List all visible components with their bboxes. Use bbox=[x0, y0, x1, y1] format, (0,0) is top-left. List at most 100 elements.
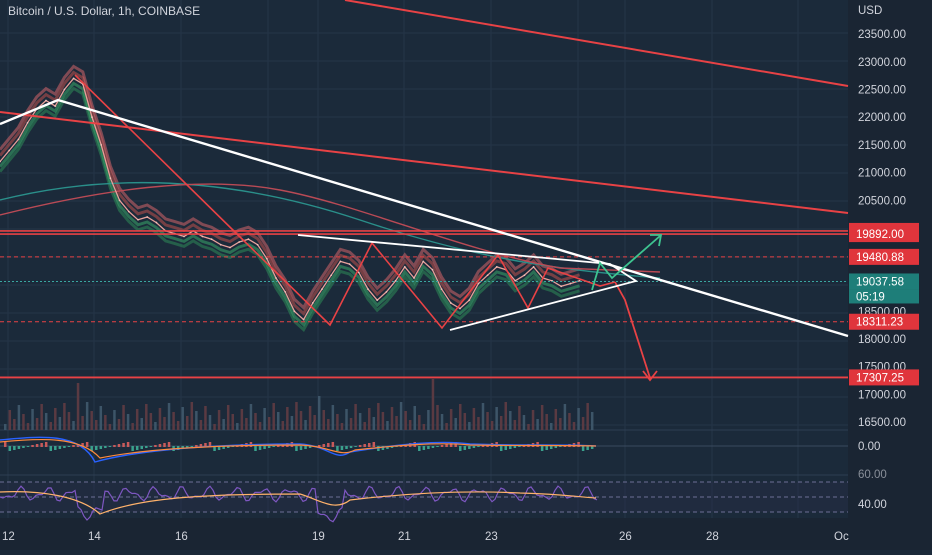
volume-bar bbox=[386, 421, 389, 430]
macd-histogram-bar bbox=[135, 446, 139, 450]
macd-histogram-bar bbox=[85, 442, 89, 447]
volume-bar bbox=[90, 411, 93, 430]
macd-histogram-bar bbox=[122, 443, 125, 447]
volume-bar bbox=[363, 422, 366, 430]
price-point bbox=[247, 238, 250, 241]
volume-bar bbox=[263, 408, 266, 430]
volume-bar bbox=[222, 419, 225, 430]
volume-bar bbox=[281, 421, 285, 430]
price-point bbox=[201, 235, 204, 238]
macd-histogram-bar bbox=[208, 442, 212, 447]
volume-bar bbox=[95, 420, 98, 430]
macd-histogram-bar bbox=[104, 446, 107, 448]
volume-bar bbox=[154, 422, 157, 430]
price-point bbox=[321, 288, 323, 290]
trendline-red-top bbox=[344, 0, 849, 87]
volume-bar bbox=[44, 413, 48, 430]
macd-histogram-bar bbox=[63, 446, 66, 448]
volume-bar bbox=[63, 403, 66, 430]
trendline-red-mid bbox=[0, 111, 849, 214]
time-tick-label: 14 bbox=[88, 531, 101, 543]
ma-ribbon-1 bbox=[0, 81, 581, 327]
macd-histogram-bar bbox=[368, 443, 371, 447]
macd-histogram-bar bbox=[126, 442, 130, 447]
price-point bbox=[229, 246, 231, 249]
macd-histogram-bar bbox=[336, 446, 339, 451]
volume-bar bbox=[345, 409, 348, 430]
currency-label: USD bbox=[858, 5, 882, 17]
volume-bar bbox=[504, 402, 507, 430]
volume-bar bbox=[145, 404, 148, 430]
volume-bar bbox=[181, 407, 184, 430]
price-point bbox=[155, 221, 158, 224]
macd-histogram-bar bbox=[513, 446, 517, 448]
macd-histogram-bar bbox=[58, 446, 62, 449]
volume-bar bbox=[190, 402, 194, 430]
price-point bbox=[45, 99, 47, 102]
volume-bar bbox=[331, 405, 335, 430]
macd-histogram-bar bbox=[577, 442, 580, 447]
volume-bar bbox=[308, 406, 312, 430]
volume-bar bbox=[486, 412, 489, 430]
volume-bar bbox=[122, 405, 125, 430]
volume-bar bbox=[527, 424, 530, 430]
price-point bbox=[72, 77, 75, 80]
volume-bar bbox=[481, 403, 485, 430]
volume-bar bbox=[586, 403, 589, 430]
volume-bar bbox=[336, 414, 339, 430]
price-badge-red bbox=[849, 248, 919, 265]
macd-histogram-bar bbox=[54, 446, 57, 450]
time-tick-label: 16 bbox=[175, 531, 188, 543]
macd-histogram-bar bbox=[459, 446, 462, 451]
macd-histogram-bar bbox=[213, 446, 216, 451]
macd-histogram-bar bbox=[158, 444, 162, 447]
ma-ribbon-0 bbox=[0, 86, 581, 332]
volume-bar bbox=[240, 409, 244, 430]
price-point bbox=[210, 238, 213, 241]
macd-histogram-bar bbox=[108, 446, 112, 447]
volume-bar bbox=[477, 417, 480, 430]
macd-histogram-bar bbox=[72, 445, 75, 447]
price-point bbox=[339, 260, 342, 263]
volume-bar bbox=[490, 421, 494, 430]
macd-histogram-bar bbox=[472, 446, 476, 448]
bullish-arrowhead bbox=[650, 234, 663, 247]
volume-bar bbox=[217, 410, 221, 430]
macd-histogram-bar bbox=[550, 446, 553, 449]
macd-histogram-bar bbox=[204, 443, 207, 447]
macd-histogram-bar bbox=[509, 446, 512, 449]
volume-bar bbox=[581, 417, 585, 430]
volume-bar bbox=[76, 383, 80, 430]
macd-histogram-bar bbox=[149, 446, 153, 447]
macd-histogram-bar bbox=[554, 446, 558, 448]
macd-histogram-bar bbox=[349, 446, 353, 448]
volume-bar bbox=[290, 416, 294, 430]
volume-bar bbox=[113, 410, 116, 430]
macd-histogram-bar bbox=[49, 446, 52, 451]
rsi-ma-line bbox=[0, 491, 597, 515]
macd-histogram-bar bbox=[163, 443, 166, 447]
price-point bbox=[367, 288, 369, 290]
volume-bar bbox=[418, 415, 421, 430]
macd-histogram-bar bbox=[226, 446, 230, 448]
volume-bar bbox=[304, 420, 307, 430]
volume-bar bbox=[40, 404, 43, 430]
volume-bar bbox=[126, 414, 130, 430]
volume-bar bbox=[536, 419, 539, 430]
volume-bar bbox=[459, 404, 462, 430]
price-point bbox=[357, 271, 360, 274]
macd-tick-label: 0.00 bbox=[858, 441, 880, 453]
macd-histogram-bar bbox=[545, 446, 548, 450]
macd-histogram-bar bbox=[167, 442, 171, 447]
volume-bar bbox=[422, 424, 426, 430]
macd-histogram-bar bbox=[381, 446, 385, 450]
price-point bbox=[477, 282, 480, 285]
volume-bar bbox=[495, 407, 498, 430]
time-tick-label: 23 bbox=[485, 531, 498, 543]
price-tick-label: 20500.00 bbox=[858, 195, 906, 207]
macd-histogram-bar bbox=[390, 446, 394, 448]
macd-histogram-bar bbox=[295, 446, 298, 451]
price-tick-label: 23500.00 bbox=[858, 29, 906, 41]
